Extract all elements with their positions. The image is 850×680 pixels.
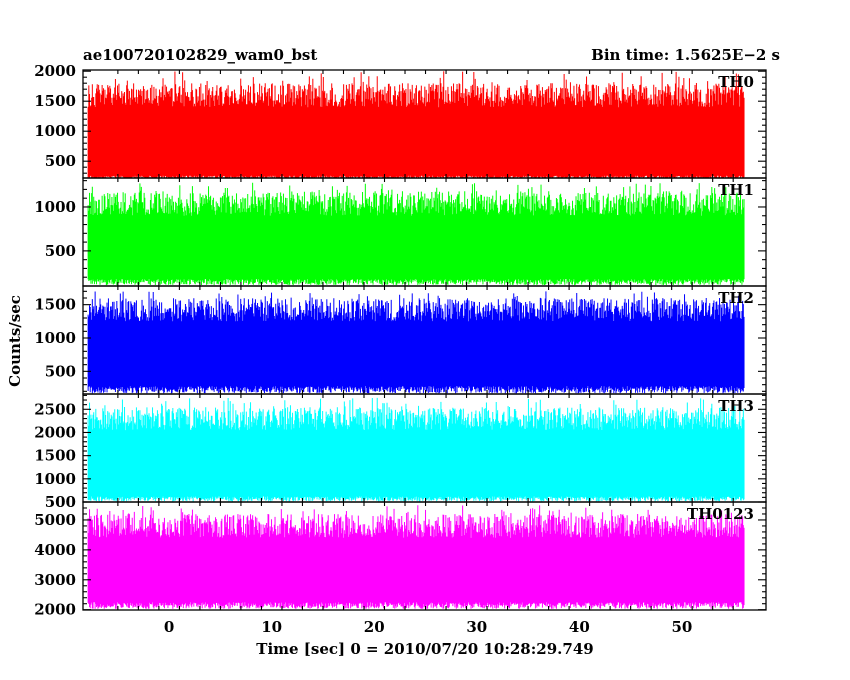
- panel-label-th0123: TH0123: [687, 505, 754, 523]
- panel-label-th2: TH2: [718, 289, 754, 307]
- y-tick-label-th0123: 4000: [34, 541, 76, 559]
- y-tick-label-th3: 2500: [34, 400, 76, 418]
- x-tick-label: 40: [569, 618, 590, 636]
- panel-th3: 500 1000 1500 2000 2500 TH3: [34, 393, 767, 511]
- series-trace-th1: [87, 182, 745, 286]
- series-trace-th3: [87, 397, 745, 502]
- x-tick-label: 50: [671, 618, 692, 636]
- panel-label-th1: TH1: [718, 181, 754, 199]
- y-tick-label-th3: 1000: [34, 470, 76, 488]
- series-trace-th0: [87, 71, 745, 178]
- panel-label-th3: TH3: [718, 397, 754, 415]
- y-axis-label: Counts/sec: [6, 295, 24, 387]
- x-tick-label: 10: [261, 618, 282, 636]
- x-tick-label: 20: [364, 618, 385, 636]
- y-tick-label-th0: 1000: [34, 122, 76, 140]
- x-axis-label: Time [sec] 0 = 2010/07/20 10:28:29.749: [256, 640, 593, 658]
- chart-title-right: Bin time: 1.5625E−2 s: [591, 46, 780, 64]
- y-tick-label-th3: 1500: [34, 447, 76, 465]
- panel-label-th0: TH0: [718, 73, 754, 91]
- y-tick-label-th2: 1500: [34, 296, 76, 314]
- y-tick-label-th0123: 2000: [34, 601, 76, 619]
- y-tick-label-th2: 500: [45, 362, 76, 380]
- panel-th0123: 2000 3000 4000 5000 TH0123: [34, 501, 767, 619]
- series-trace-th0123: [87, 505, 745, 609]
- y-tick-label-th0123: 3000: [34, 571, 76, 589]
- y-tick-label-th3: 500: [45, 493, 76, 511]
- y-tick-label-th1: 500: [45, 242, 76, 260]
- y-tick-label-th0: 500: [45, 152, 76, 170]
- panel-th0: 500 1000 1500 2000 TH0: [34, 62, 767, 179]
- panel-th1: 500 1000 TH1: [34, 177, 767, 287]
- y-tick-label-th0: 1500: [34, 92, 76, 110]
- y-tick-label-th0123: 5000: [34, 511, 76, 529]
- panel-th2: 500 1000 1500 TH2: [34, 285, 767, 395]
- y-tick-label-th1: 1000: [34, 198, 76, 216]
- y-tick-label-th3: 2000: [34, 423, 76, 441]
- y-tick-label-th0: 2000: [34, 62, 76, 80]
- y-tick-label-th2: 1000: [34, 329, 76, 347]
- x-tick-label: 30: [466, 618, 487, 636]
- series-trace-th2: [87, 291, 745, 394]
- chart-title-left: ae100720102829_wam0_bst: [83, 46, 317, 64]
- x-tick-label: 0: [164, 618, 174, 636]
